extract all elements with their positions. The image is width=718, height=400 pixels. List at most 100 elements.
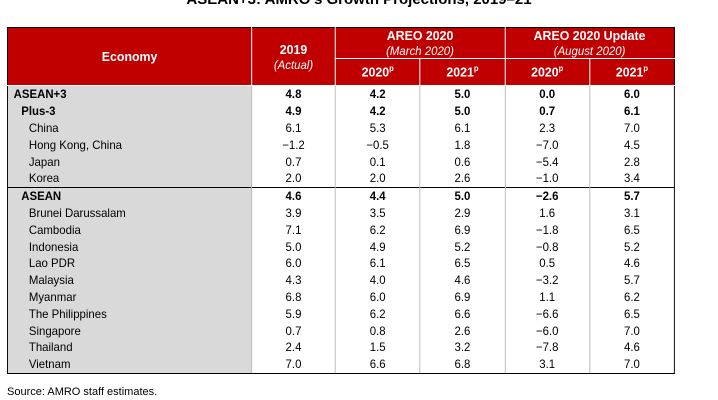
economy-name: The Philippines [6, 305, 253, 323]
economy-name: ASEAN+3 [6, 84, 253, 103]
value-cell: −6.6 [504, 305, 591, 323]
value-cell: −3.2 [504, 271, 591, 289]
value-cell: 4.9 [251, 102, 336, 120]
economy-name: Singapore [6, 322, 253, 339]
table-row: Vietnam 7.0 6.6 6.8 3.1 7.0 [6, 355, 675, 374]
value-cell: −6.0 [504, 322, 591, 339]
header-areo-label: AREO 2020 [386, 28, 454, 43]
economy-name: China [6, 119, 253, 137]
value-cell: 5.0 [419, 186, 506, 205]
value-cell: 6.2 [589, 288, 675, 306]
value-cell: 6.1 [589, 102, 675, 120]
value-cell: 0.7 [504, 102, 591, 120]
value-cell: 4.6 [589, 338, 675, 356]
value-cell: 6.2 [334, 305, 421, 323]
value-cell: 3.1 [589, 204, 675, 222]
value-cell: 6.1 [419, 119, 506, 137]
economy-name: Cambodia [6, 221, 253, 239]
table-row: The Philippines 5.9 6.2 6.6 −6.6 6.5 [6, 305, 675, 323]
table-row: Plus-3 4.9 4.2 5.0 0.7 6.1 [6, 102, 675, 120]
value-cell: 3.9 [251, 204, 336, 222]
value-cell: 7.0 [589, 355, 675, 374]
value-cell: 4.2 [334, 84, 421, 103]
table-row: Japan 0.7 0.1 0.6 −5.4 2.8 [6, 153, 675, 170]
value-cell: 6.2 [334, 221, 421, 239]
table-row: China 6.1 5.3 6.1 2.3 7.0 [6, 119, 675, 137]
value-cell: 5.7 [589, 186, 675, 205]
economy-name: ASEAN [6, 186, 253, 205]
value-cell: 2.6 [419, 322, 506, 339]
table-title: ASEAN+3: AMRO's Growth Projections, 2019… [0, 0, 718, 8]
value-cell: 0.0 [504, 84, 591, 103]
value-cell: 4.2 [334, 102, 421, 120]
economy-name: Plus-3 [6, 102, 253, 120]
table-row: Hong Kong, China −1.2 −0.5 1.8 −7.0 4.5 [6, 136, 675, 154]
value-cell: 6.1 [334, 254, 421, 272]
value-cell: 2.0 [251, 169, 336, 188]
economy-name: Hong Kong, China [6, 136, 253, 154]
economy-name: Japan [6, 153, 253, 170]
value-cell: 4.5 [589, 136, 675, 154]
value-cell: 6.9 [419, 221, 506, 239]
value-cell: 2.3 [504, 119, 591, 137]
table-row: Indonesia 5.0 4.9 5.2 −0.8 5.2 [6, 238, 675, 255]
value-cell: 4.9 [334, 238, 421, 255]
value-cell: 7.1 [251, 221, 336, 239]
value-cell: 1.5 [334, 338, 421, 356]
economy-name: Brunei Darussalam [6, 204, 253, 222]
header-2019-sub: (Actual) [273, 57, 314, 72]
table-row: Malaysia 4.3 4.0 4.6 −3.2 5.7 [6, 271, 675, 289]
value-cell: 6.0 [589, 84, 675, 103]
value-cell: 2.6 [419, 169, 506, 188]
value-cell: 5.2 [589, 238, 675, 255]
value-cell: 6.0 [334, 288, 421, 306]
header-areo-2020: 2020p [334, 58, 421, 86]
economy-name: Thailand [6, 338, 253, 356]
economy-name: Indonesia [6, 238, 253, 255]
economy-name: Malaysia [6, 271, 253, 289]
header-update-2020: 2020p [504, 58, 591, 86]
table-row: Korea 2.0 2.0 2.6 −1.0 3.4 [6, 169, 675, 188]
table-row: Cambodia 7.1 6.2 6.9 −1.8 6.5 [6, 221, 675, 239]
value-cell: 6.6 [419, 305, 506, 323]
value-cell: 5.2 [419, 238, 506, 255]
header-update: AREO 2020 Update (August 2020) [504, 27, 675, 59]
value-cell: 3.1 [504, 355, 591, 374]
value-cell: 3.4 [589, 169, 675, 188]
value-cell: 1.1 [504, 288, 591, 306]
value-cell: 5.0 [419, 84, 506, 103]
value-cell: 7.0 [589, 119, 675, 137]
value-cell: −1.0 [504, 169, 591, 188]
economy-name: Myanmar [6, 288, 253, 306]
table-row: Thailand 2.4 1.5 3.2 −7.8 4.6 [6, 338, 675, 356]
value-cell: 6.6 [334, 355, 421, 374]
table-row: Brunei Darussalam 3.9 3.5 2.9 1.6 3.1 [6, 204, 675, 222]
value-cell: 6.5 [419, 254, 506, 272]
value-cell: 4.8 [251, 84, 336, 103]
value-cell: 1.6 [504, 204, 591, 222]
value-cell: 6.5 [589, 221, 675, 239]
value-cell: 7.0 [251, 355, 336, 374]
value-cell: 6.5 [589, 305, 675, 323]
value-cell: 4.6 [419, 271, 506, 289]
value-cell: −1.2 [251, 136, 336, 154]
value-cell: 0.6 [419, 153, 506, 170]
value-cell: 2.8 [589, 153, 675, 170]
value-cell: 0.1 [334, 153, 421, 170]
value-cell: 6.9 [419, 288, 506, 306]
header-areo: AREO 2020 (March 2020) [334, 27, 506, 59]
value-cell: 5.3 [334, 119, 421, 137]
value-cell: −7.0 [504, 136, 591, 154]
value-cell: 3.2 [419, 338, 506, 356]
header-2019-label: 2019 [279, 41, 308, 57]
value-cell: 6.0 [251, 254, 336, 272]
header-areo-2021: 2021p [419, 58, 506, 86]
value-cell: 1.8 [419, 136, 506, 154]
header-economy: Economy [6, 27, 253, 86]
header-update-label: AREO 2020 Update [533, 28, 646, 43]
table-row: ASEAN+3 4.8 4.2 5.0 0.0 6.0 [6, 84, 675, 103]
value-cell: 6.8 [419, 355, 506, 374]
value-cell: 0.7 [251, 153, 336, 170]
value-cell: 2.9 [419, 204, 506, 222]
economy-name: Korea [6, 169, 253, 188]
